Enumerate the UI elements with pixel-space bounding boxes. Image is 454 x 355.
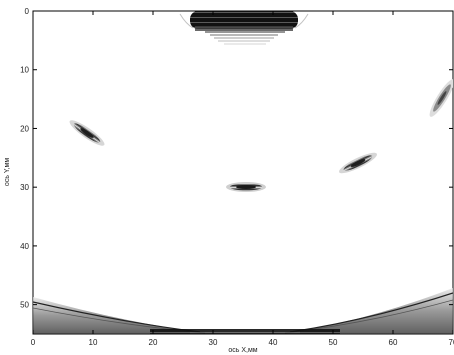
y-axis-label: ось Y,мм xyxy=(4,158,11,187)
heatmap-features xyxy=(33,11,453,334)
y-tick-label-1: 10 xyxy=(20,66,29,75)
x-tick-label-6: 60 xyxy=(389,338,398,347)
top-right-edge-reflector xyxy=(429,79,453,117)
y-tick-label-0: 0 xyxy=(25,7,30,16)
x-tick-label-7: 70 xyxy=(449,338,454,347)
x-tick-label-2: 20 xyxy=(149,338,158,347)
bottom-arc-boundary xyxy=(33,288,453,334)
y-tick-label-5: 50 xyxy=(20,301,29,310)
plot-area xyxy=(32,10,454,335)
y-tick-label-4: 40 xyxy=(20,242,29,251)
right-reflector xyxy=(338,152,378,174)
left-reflector xyxy=(69,120,105,146)
x-axis-label: ось X,мм xyxy=(228,347,257,354)
x-tick-label-3: 30 xyxy=(209,338,218,347)
top-probe-region xyxy=(179,11,309,45)
x-tick-label-5: 50 xyxy=(329,338,338,347)
y-tick-label-2: 20 xyxy=(20,124,29,133)
x-tick-label-1: 10 xyxy=(89,338,98,347)
axes: 0 10 20 30 40 50 60 70 0 10 20 30 40 50 xyxy=(20,7,454,347)
y-tick-label-3: 30 xyxy=(20,183,29,192)
x-tick-label-4: 40 xyxy=(269,338,278,347)
center-reflector xyxy=(226,182,266,192)
x-tick-label-0: 0 xyxy=(31,338,36,347)
